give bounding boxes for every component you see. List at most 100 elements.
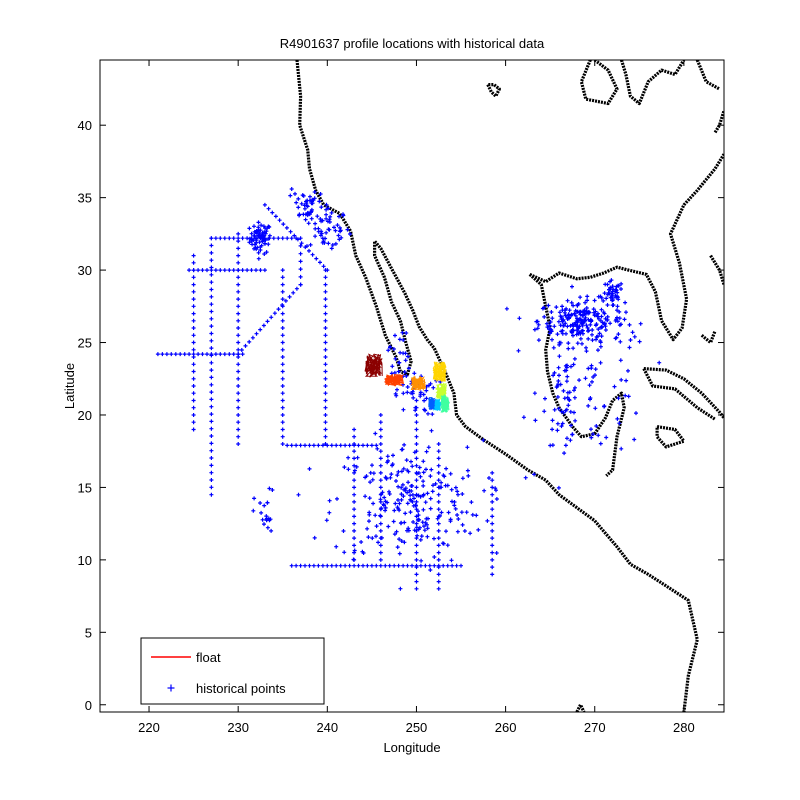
historical-point [324,207,329,212]
historical-point [402,370,407,374]
historical-point [392,532,397,537]
historical-point [249,231,254,236]
historical-point [405,354,410,359]
historical-point [374,563,379,568]
historical-point [259,223,264,228]
historical-point [329,246,334,251]
historical-point [341,212,345,217]
historical-point [445,483,450,488]
historical-point [338,443,343,448]
historical-point [569,312,574,317]
historical-point [307,248,311,253]
historical-point [566,346,571,351]
historical-point [409,459,413,464]
historical-point [627,345,632,350]
historical-point [352,543,357,548]
historical-point [632,437,637,442]
historical-point [517,316,522,321]
historical-point [264,229,269,234]
historical-point [428,506,433,511]
historical-point [280,304,285,309]
historical-point [236,398,241,403]
historical-point [414,463,419,468]
historical-point [380,490,385,495]
historical-point [280,384,285,388]
historical-point [414,427,419,432]
historical-point [418,474,423,479]
historical-point [258,501,263,505]
historical-point [323,384,328,388]
float-track [428,396,435,410]
historical-point [442,474,447,479]
historical-point [569,330,574,335]
historical-point [400,330,405,335]
historical-point [323,318,328,323]
historical-point [191,340,196,345]
historical-point [589,435,594,440]
historical-point [209,456,214,460]
historical-point [422,398,427,403]
float-track [385,374,405,386]
historical-point [429,428,434,433]
historical-point [396,498,400,502]
coastline [529,153,724,342]
axis-ticks: 220 230 240 250 260 270 280 0 5 10 15 20 25 30 35 40 [78,60,724,735]
historical-point [302,203,307,208]
historical-point [608,295,613,300]
historical-point [289,443,294,448]
historical-point [307,466,312,471]
historical-point [209,441,214,446]
historical-point [401,391,406,396]
historical-point [178,352,183,357]
historical-point [338,228,343,233]
historical-point [191,253,196,258]
historical-point [323,442,328,446]
historical-point [445,543,450,548]
historical-point [616,283,621,288]
plot-frame [99,59,725,713]
float-track [433,398,442,411]
historical-point [323,405,328,410]
float-track [365,354,382,377]
historical-point [436,492,441,497]
historical-point [365,443,370,448]
historical-point [352,470,357,475]
historical-point [403,486,408,491]
historical-point [450,563,455,568]
coastline [486,82,501,98]
historical-point [191,282,196,287]
historical-point [566,341,571,346]
historical-point [550,418,555,423]
historical-point [427,563,432,568]
historical-point [638,321,643,326]
historical-point [559,329,564,334]
historical-point [403,358,408,363]
float-track [383,374,403,387]
historical-point [252,496,257,501]
historical-point [209,434,214,438]
historical-point [589,366,594,371]
historical-point [557,342,562,347]
historical-point [504,306,509,311]
historical-point [415,533,420,538]
historical-point [280,275,285,280]
historical-point [280,282,285,287]
historical-point [323,282,328,287]
historical-point [294,443,299,448]
historical-point [456,492,460,497]
historical-point [459,510,464,515]
historical-point [330,243,335,247]
historical-point [416,513,421,518]
historical-point [393,356,398,361]
historical-point [548,320,553,324]
historical-point [414,456,419,461]
historical-point [347,443,352,448]
historical-point [567,315,572,320]
historical-point [397,508,402,513]
historical-point [439,510,444,515]
historical-point [596,327,601,332]
historical-point [657,360,662,365]
coastline-layer [295,60,724,712]
historical-point [236,376,241,381]
historical-point [586,309,591,314]
